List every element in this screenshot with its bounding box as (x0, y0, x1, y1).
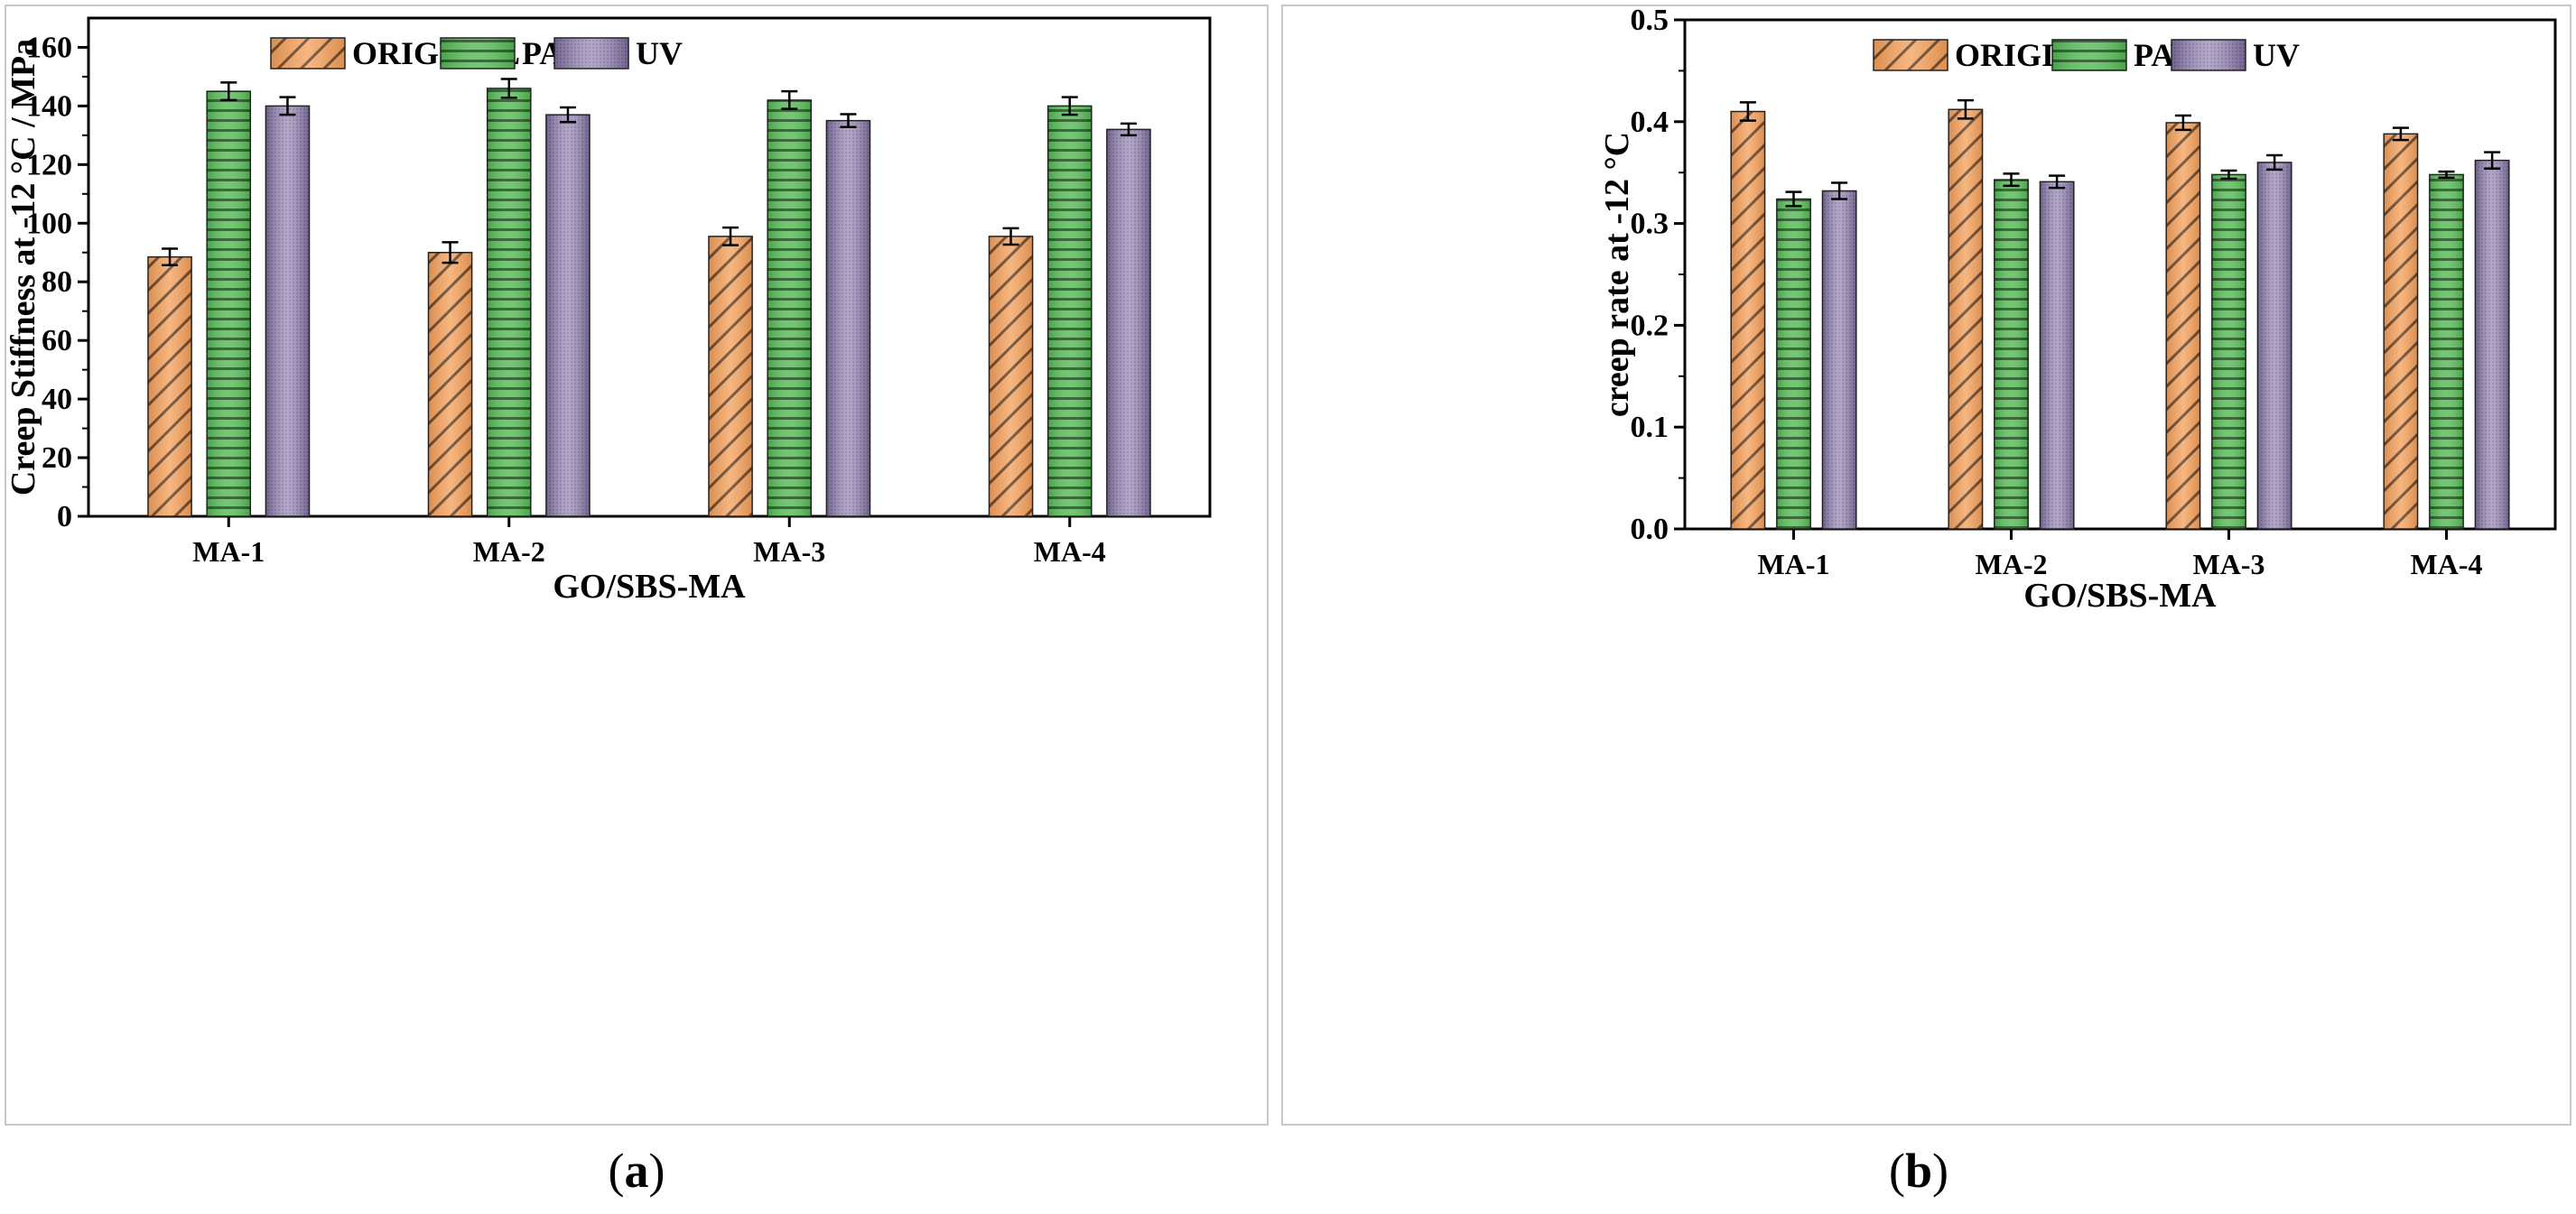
bar-shade-uv (826, 120, 870, 516)
bar-shade-uv (2040, 181, 2074, 530)
legend-swatch-shade-pav (2052, 40, 2126, 70)
caption-a: (a) (608, 1144, 665, 1198)
caption-a-letter: a (624, 1144, 649, 1198)
legend-label-uv: UV (2253, 37, 2300, 73)
bar-shade-pav (767, 99, 812, 516)
x-tick-label-b: MA-2 (1976, 548, 2048, 580)
y-tick-label-b: 0.1 (1631, 411, 1669, 444)
x-tick-label-a: MA-2 (473, 535, 545, 568)
bar-shade-pav (487, 88, 531, 516)
legend-swatch-outline-uv (2171, 39, 2246, 71)
x-tick-label-b: MA-3 (2193, 548, 2265, 580)
plot-area-b (1683, 18, 2557, 531)
chart-b: 0.0 0.1 0.2 0.3 0.4 0.5 creep rate at -12 °C GO… (1598, 4, 2557, 615)
bar-shade-original (2384, 134, 2418, 529)
x-tick-label-a: MA-4 (1034, 535, 1106, 568)
bar-shade-pav (1776, 199, 1811, 529)
legend-swatch-outline-pav (440, 37, 516, 70)
legend-swatch-shade-original (271, 38, 345, 69)
y-axis-label-a: Creep Stiffness at -12 °C / MPa (5, 39, 42, 496)
panel-a-frame (5, 5, 1269, 1126)
y-tick-label-a: 120 (26, 148, 72, 181)
legend-swatch-outline-original (270, 37, 346, 70)
legend-swatch-outline-original (1873, 39, 1948, 71)
legend-swatch-shade-uv (554, 38, 628, 69)
caption-b-letter: b (1904, 1144, 1933, 1198)
bar-shade-original (1948, 109, 1983, 529)
y-tick-label-a: 60 (42, 324, 72, 357)
legend-swatch-shade-uv (2171, 40, 2246, 70)
plot-area-a (87, 16, 1212, 518)
legend-swatch-outline-pav (2051, 39, 2127, 71)
bar-shade-uv (2257, 162, 2292, 530)
caption-b: (b) (1888, 1144, 1948, 1198)
bar-shade-pav (2211, 174, 2246, 529)
legend-swatch-shade-original (1874, 40, 1948, 70)
bar-shade-pav (1994, 180, 2029, 529)
bar-shade-original (2166, 122, 2200, 530)
bar-shade-original (989, 236, 1033, 516)
y-tick-label-b: 0.5 (1631, 4, 1669, 37)
bar-shade-uv (1106, 129, 1151, 516)
y-tick-label-a: 160 (26, 31, 72, 64)
x-tick-label-b: MA-4 (2411, 548, 2483, 580)
legend-swatch-outline-uv (553, 37, 629, 70)
y-tick-label-a: 80 (42, 265, 72, 299)
y-tick-label-b: 0.0 (1631, 513, 1669, 546)
x-tick-label-a: MA-3 (753, 535, 825, 568)
panel-b-frame (1281, 5, 2571, 1126)
x-axis-label-a: GO/SBS-MA (553, 568, 746, 606)
bar-shade-original (147, 256, 192, 516)
legend-label-uv: UV (636, 35, 683, 71)
bar-shade-pav (2429, 174, 2464, 529)
x-axis-label-b: GO/SBS-MA (2023, 577, 2217, 615)
y-axis-label-b: creep rate at -12 °C (1598, 132, 1636, 417)
bar-shade-uv (265, 106, 310, 516)
y-tick-label-b: 0.3 (1631, 208, 1669, 241)
bar-shade-pav (207, 91, 251, 517)
bar-shade-original (428, 252, 472, 516)
bar-shade-uv (545, 115, 591, 516)
y-tick-label-a: 140 (26, 89, 72, 123)
y-tick-label-b: 0.4 (1631, 106, 1669, 139)
legend-swatch-shade-pav (441, 38, 515, 69)
y-tick-label-a: 20 (42, 441, 72, 475)
x-tick-label-a: MA-1 (192, 535, 265, 568)
bar-shade-uv (2475, 160, 2509, 529)
bar-shade-original (708, 236, 753, 516)
y-tick-label-b: 0.2 (1631, 309, 1669, 342)
bar-shade-uv (1822, 190, 1856, 529)
y-tick-label-a: 40 (42, 383, 72, 416)
y-tick-label-a: 100 (26, 207, 72, 240)
x-tick-label-b: MA-1 (1758, 548, 1830, 580)
y-tick-label-a: 0 (57, 500, 72, 533)
bar-shade-original (1731, 111, 1765, 530)
bar-shade-pav (1047, 106, 1092, 516)
